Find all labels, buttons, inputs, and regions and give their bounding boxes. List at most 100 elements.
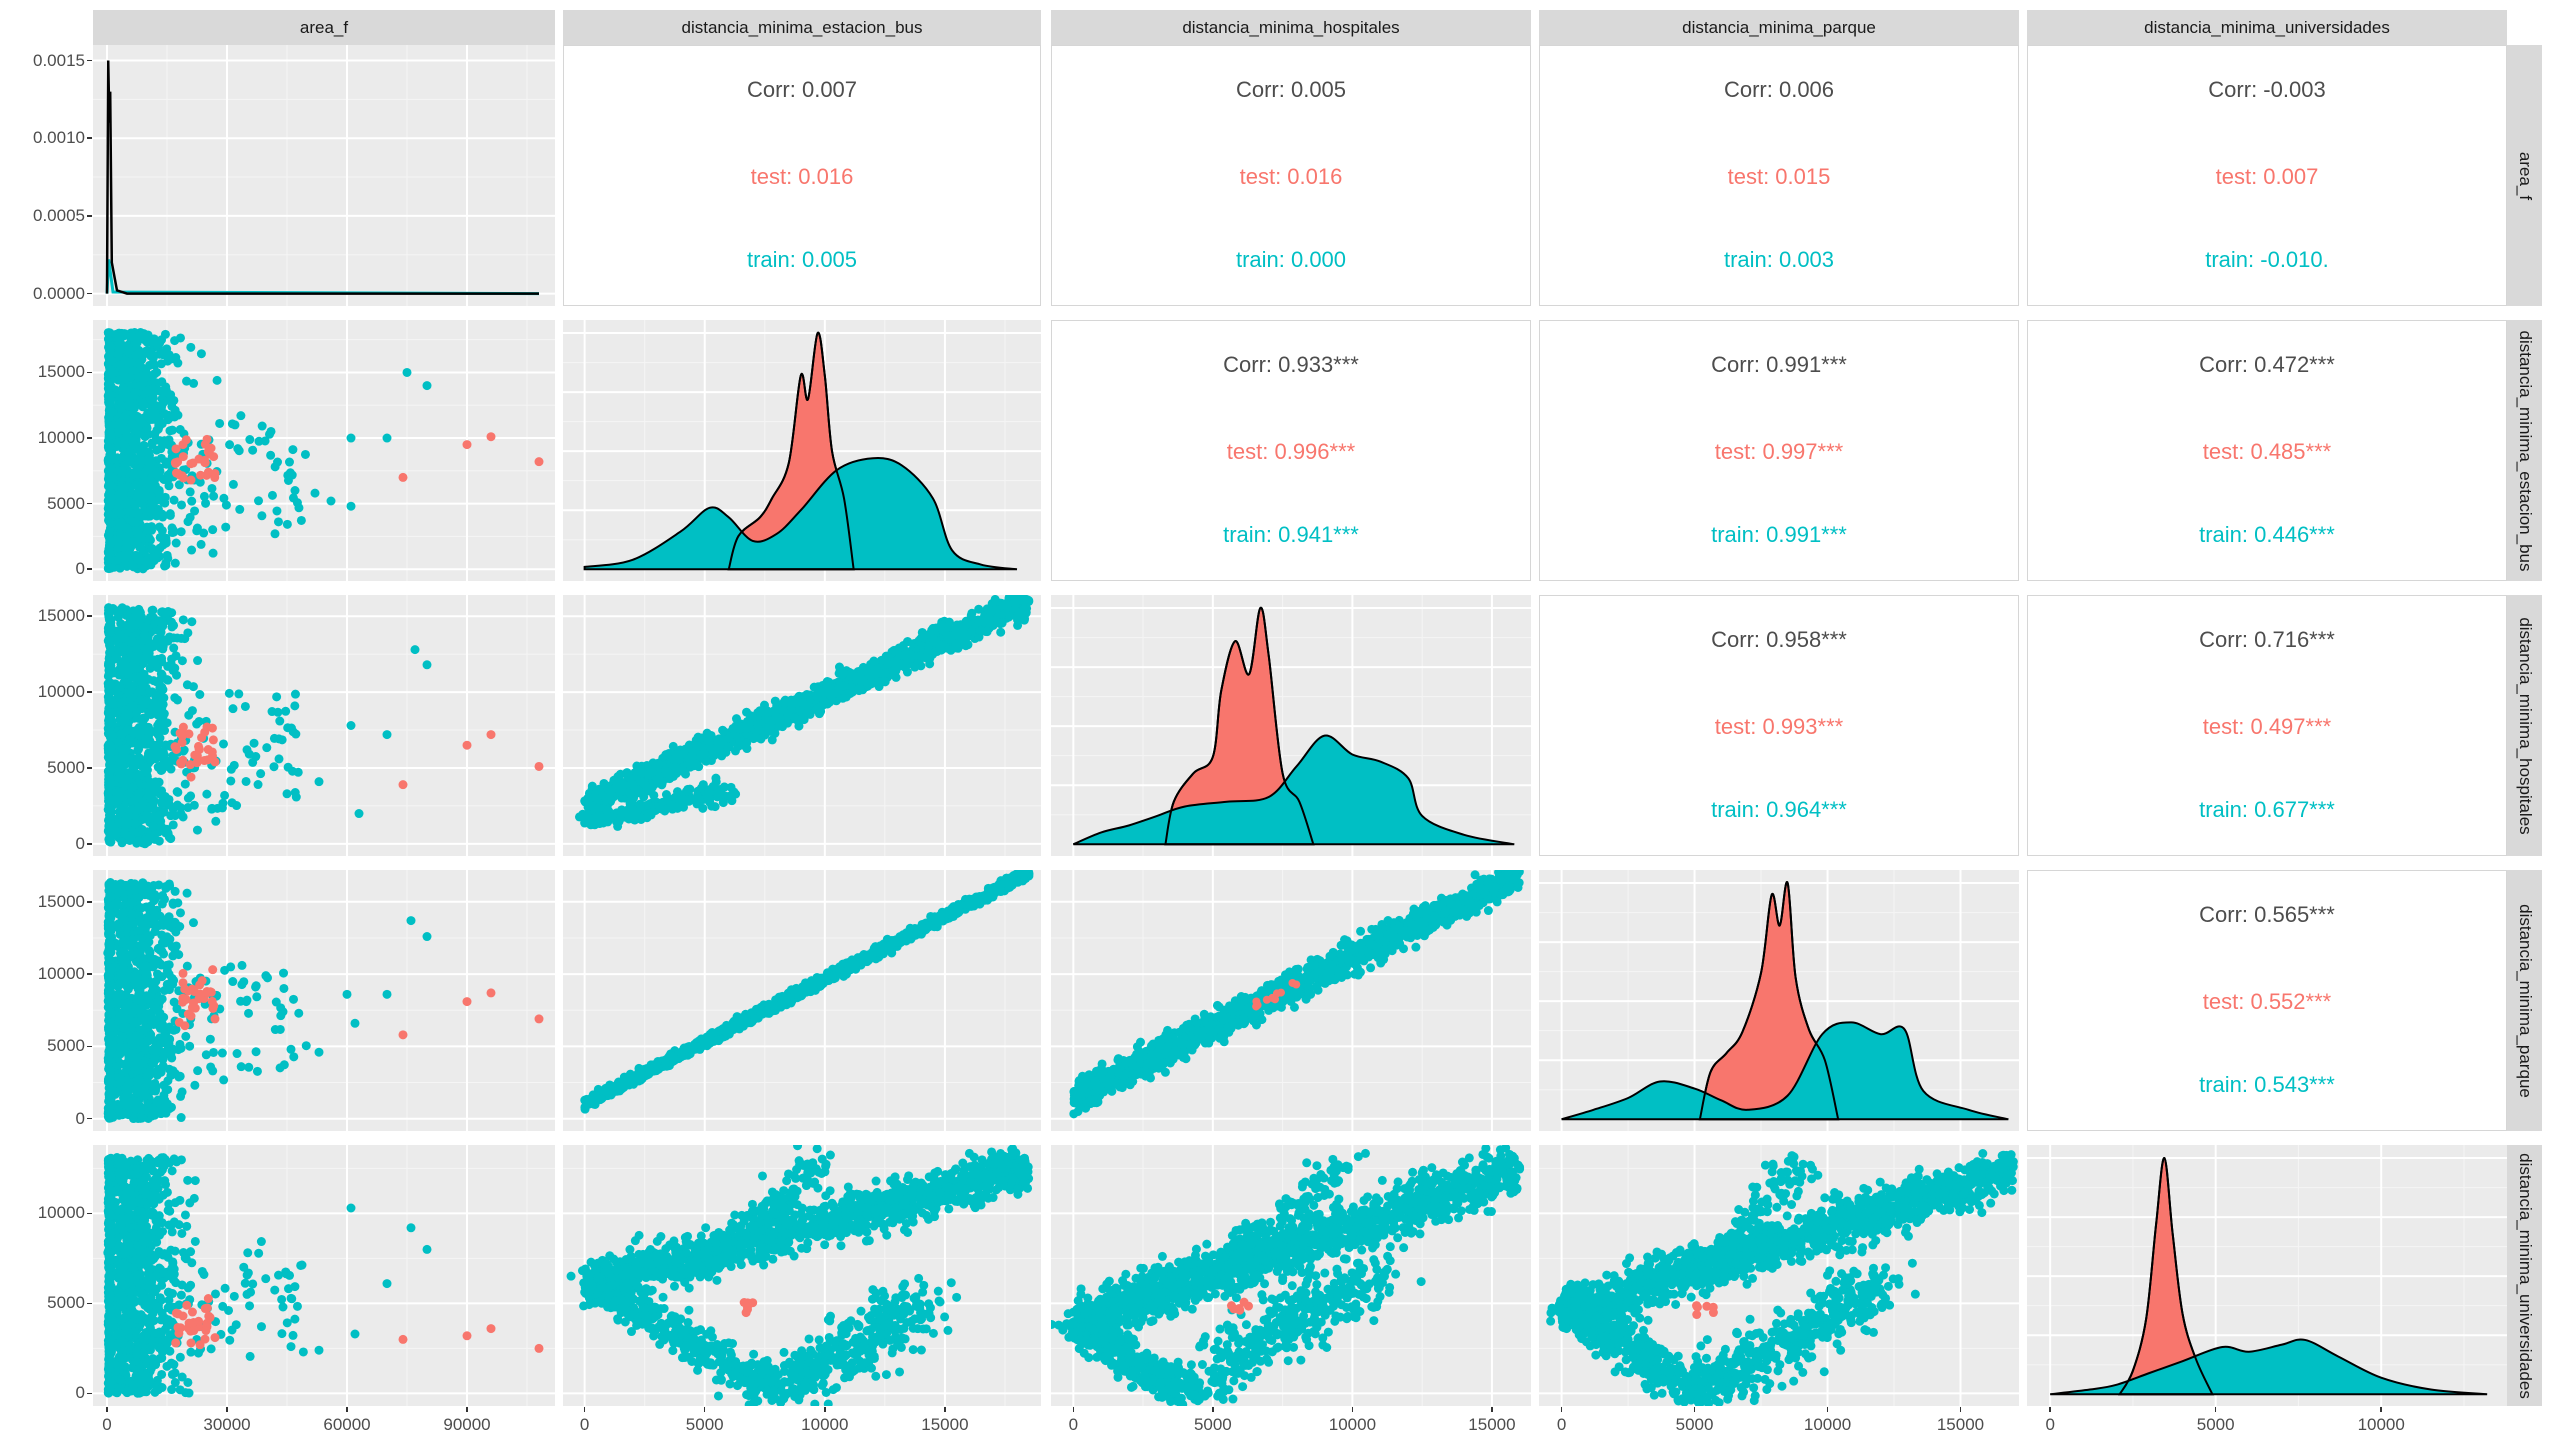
point-train	[158, 512, 168, 522]
point-train	[726, 791, 736, 801]
point-train	[410, 645, 420, 655]
point-train	[241, 776, 251, 786]
point-train	[169, 527, 179, 537]
point-train	[207, 483, 217, 493]
point-train	[113, 542, 123, 552]
point-train	[209, 491, 219, 501]
point-train	[121, 523, 131, 533]
point-train	[154, 492, 164, 502]
point-train	[127, 418, 137, 428]
point-train	[189, 800, 199, 810]
point-train	[765, 721, 775, 731]
point-train	[128, 365, 138, 375]
corr-panel-1-3: Corr: 0.991*** test: 0.997*** train: 0.991…	[1539, 320, 2019, 581]
corr-test: test: 0.015	[1727, 163, 1831, 189]
point-train	[124, 506, 134, 516]
point-train	[273, 517, 283, 527]
corr-test: test: 0.007	[2215, 163, 2319, 189]
point-train	[141, 722, 151, 732]
point-test	[186, 772, 196, 782]
point-train	[170, 336, 180, 346]
point-train	[161, 608, 171, 618]
corr-train: train: 0.005	[746, 247, 858, 273]
point-train	[162, 718, 172, 728]
point-train	[172, 633, 182, 643]
point-train	[987, 606, 997, 616]
point-train	[148, 821, 158, 831]
point-train	[104, 354, 114, 364]
point-train	[168, 354, 178, 364]
point-train	[106, 663, 116, 673]
y-tick-mark	[87, 137, 92, 139]
point-train	[219, 493, 229, 503]
point-train	[292, 498, 302, 508]
corr-panel-2-4: Corr: 0.716*** test: 0.497*** train: 0.677…	[2027, 595, 2507, 856]
point-train	[177, 656, 187, 666]
point-train	[587, 781, 597, 791]
point-train	[232, 801, 242, 811]
point-train	[147, 543, 157, 553]
corr-train: train: -0.010.	[2205, 247, 2329, 273]
point-train	[287, 470, 297, 480]
point-train	[103, 436, 113, 446]
point-train	[228, 704, 238, 714]
point-train	[104, 328, 114, 338]
y-tick-mark	[87, 215, 92, 217]
point-train	[207, 803, 217, 813]
point-train	[272, 692, 282, 702]
point-train	[157, 618, 167, 628]
point-train	[127, 635, 137, 645]
point-train	[236, 411, 246, 421]
point-train	[672, 763, 682, 773]
point-train	[135, 331, 145, 341]
point-train	[889, 665, 899, 675]
point-test	[462, 440, 472, 450]
point-train	[1019, 595, 1029, 602]
point-train	[915, 651, 925, 661]
point-train	[643, 770, 653, 780]
point-train	[115, 360, 125, 370]
point-train	[124, 768, 134, 778]
point-train	[997, 618, 1007, 628]
point-train	[136, 449, 146, 459]
y-tick-label: 0.0005	[33, 205, 85, 225]
corr-train: train: 0.941***	[1223, 522, 1359, 548]
point-train	[171, 538, 181, 548]
point-train	[257, 511, 267, 521]
point-train	[788, 698, 798, 708]
point-train	[106, 837, 116, 847]
strip-top-3: distancia_minima_parque	[1539, 10, 2019, 45]
point-train	[869, 656, 879, 666]
point-test	[193, 741, 203, 751]
panel-svg	[1051, 595, 1531, 856]
point-train	[632, 785, 642, 795]
point-train	[647, 783, 657, 793]
point-train	[256, 769, 266, 779]
point-train	[103, 766, 113, 776]
point-train	[160, 894, 170, 904]
strip-right-0: area_f	[2507, 45, 2542, 306]
point-test	[534, 761, 544, 771]
point-train	[274, 754, 284, 764]
panel-2-2	[1051, 595, 1531, 856]
point-train	[224, 688, 234, 698]
point-train	[228, 479, 238, 489]
y-tick-label: 0.0015	[33, 50, 85, 70]
point-train	[119, 483, 129, 493]
point-train	[132, 739, 142, 749]
point-train	[154, 485, 164, 495]
point-train	[186, 342, 196, 352]
point-train	[124, 811, 134, 821]
point-train	[742, 738, 752, 748]
point-train	[593, 803, 603, 813]
point-train	[119, 440, 129, 450]
point-train	[199, 491, 209, 501]
point-train	[202, 789, 212, 799]
point-train	[114, 490, 124, 500]
point-train	[1001, 599, 1011, 609]
point-train	[658, 797, 668, 807]
corr-train: train: 0.991***	[1711, 522, 1847, 548]
density-test	[105, 259, 540, 296]
point-train	[667, 804, 677, 814]
